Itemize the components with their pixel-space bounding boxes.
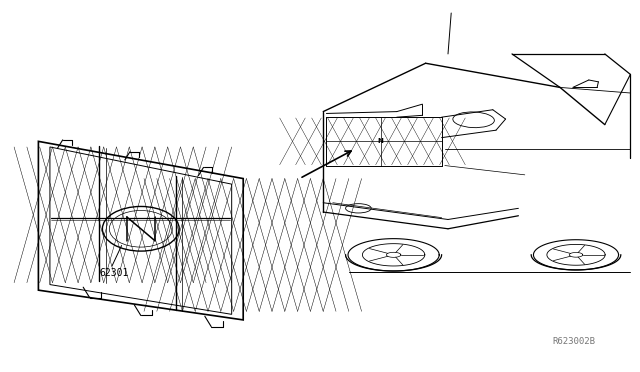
Text: 62301: 62301 [99,268,129,278]
Text: N: N [378,138,384,144]
Text: R623002B: R623002B [552,337,595,346]
